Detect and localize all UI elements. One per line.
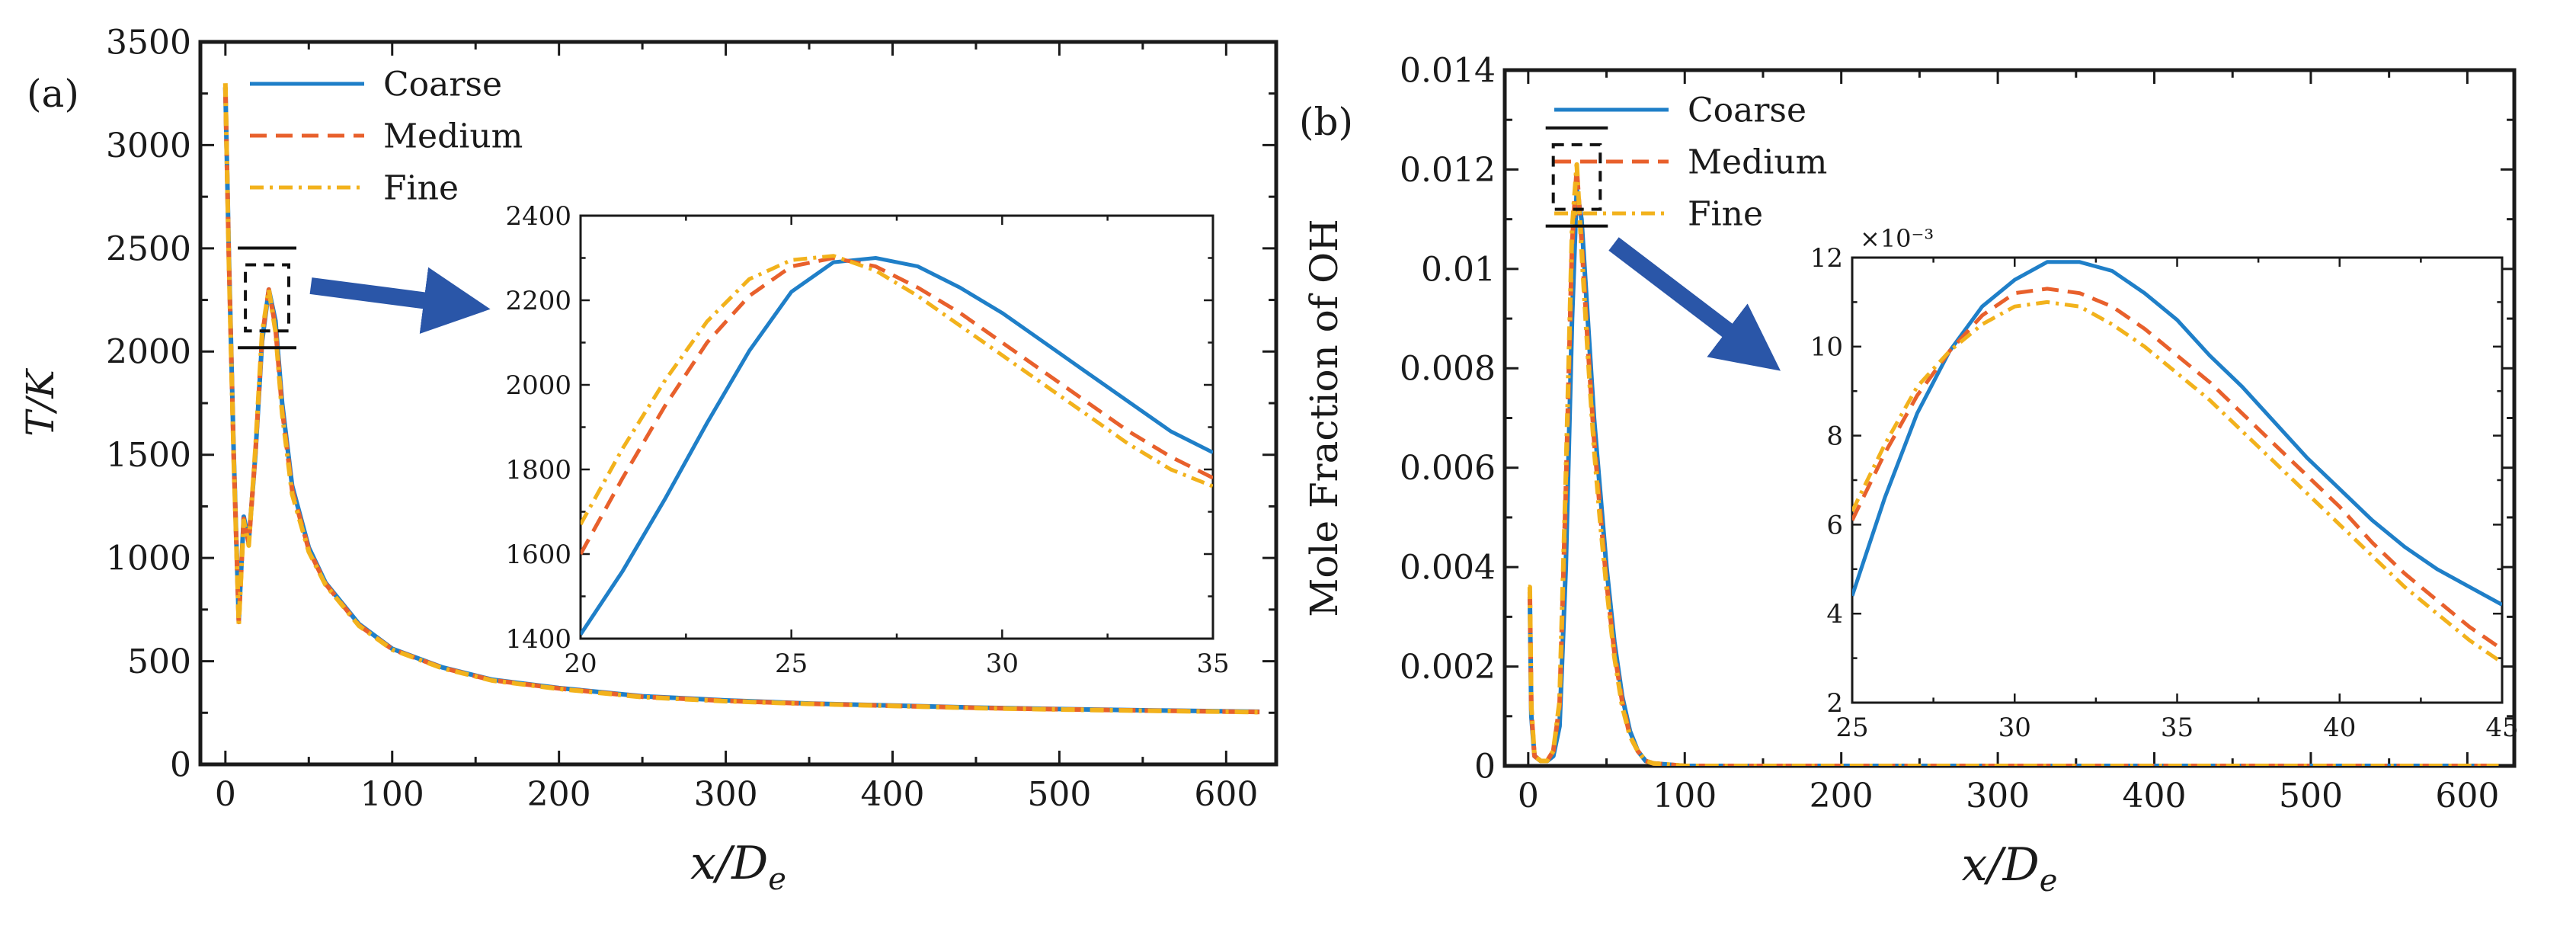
- panel-a-legend-label-coarse: Coarse: [383, 65, 502, 104]
- panel-a-x-tick-label: 400: [861, 775, 925, 814]
- panel-a-legend-label-medium: Medium: [383, 117, 523, 155]
- panel-b-y-tick-label: 0.006: [1400, 449, 1496, 488]
- panel-b-inset-series-medium: [1852, 287, 2502, 651]
- panel-a-panel-label: (a): [27, 72, 79, 116]
- panel-b-x-axis-label: x/De: [1962, 838, 2058, 899]
- panel-b-legend-label-medium: Medium: [1688, 143, 1827, 181]
- panel-b-y-tick-label: 0.014: [1400, 51, 1496, 90]
- panel-a-inset-y-tick-label: 1400: [505, 624, 571, 655]
- panel-b-y-tick-label: 0.004: [1400, 549, 1496, 588]
- panel-b-y-tick-label: 0.01: [1421, 250, 1496, 289]
- panel-b-inset-x-tick-label: 35: [2161, 713, 2194, 743]
- panel-a-inset-series-fine: [581, 254, 1213, 526]
- panel-b-x-tick-label: 100: [1653, 777, 1717, 815]
- panel-b-x-tick-label: 500: [2279, 777, 2343, 815]
- panel-b-inset-y-tick-label: 2: [1826, 688, 1843, 719]
- panel-b-inset-y-tick-label: 12: [1810, 243, 1843, 274]
- panel-a-y-tick-label: 3000: [106, 127, 191, 165]
- panel-a-y-tick-label: 2000: [106, 333, 191, 372]
- panel-a-y-tick-label: 500: [127, 642, 191, 681]
- panel-b-y-tick-label: 0.008: [1400, 350, 1496, 389]
- panel-b-inset-series-fine: [1852, 300, 2502, 665]
- panel-a-y-tick-label: 3500: [106, 23, 191, 62]
- panel-b-inset-x-tick-label: 25: [1835, 713, 1868, 743]
- panel-b-inset-y-tick-label: 6: [1826, 510, 1843, 540]
- panel-b-inset-y-tick-label: 8: [1826, 421, 1843, 452]
- panel-b-zoom-box: [1551, 143, 1602, 211]
- panel-a-x-tick-label: 600: [1194, 775, 1258, 814]
- panel-b-inset-y-tick-label: 10: [1810, 332, 1843, 363]
- panel-a-x-tick-label: 100: [360, 775, 424, 814]
- panel-a-zoom-box: [244, 263, 291, 333]
- panel-b-zoom-arrow: [1608, 237, 1781, 371]
- panel-a-inset-plot-frame: [579, 214, 1214, 640]
- panel-b-inset-x-tick-label: 45: [2485, 713, 2518, 743]
- panel-b-inset-series-coarse: [1852, 260, 2502, 607]
- panel-a-inset-y-tick-label: 2400: [505, 201, 571, 232]
- panel-a-y-tick-label: 1000: [106, 540, 191, 578]
- panel-b-inset-x-tick-label: 40: [2323, 713, 2356, 743]
- panel-b-y-tick-label: 0.012: [1400, 151, 1496, 190]
- panel-b-series-fine: [1527, 162, 2499, 766]
- panel-b-x-tick-label: 400: [2123, 777, 2187, 815]
- panel-a-x-tick-label: 0: [215, 775, 236, 814]
- panel-b-x-tick-label: 200: [1810, 777, 1874, 815]
- panel-a-series-fine: [222, 83, 1260, 715]
- panel-a-zoom-arrow: [309, 267, 491, 334]
- panel-b-inset-plot-frame: [1851, 256, 2504, 704]
- panel-a-y-tick-label: 1500: [106, 436, 191, 475]
- panel-b-y-tick-label: 0: [1474, 747, 1496, 786]
- panel-a-x-axis-label: x/De: [690, 837, 786, 897]
- panel-a-inset-y-tick-label: 2200: [505, 286, 571, 316]
- panel-a-inset-series-coarse: [581, 256, 1213, 636]
- panel-a-inset-x-tick-label: 30: [986, 649, 1019, 679]
- panel-b-panel-label: (b): [1299, 100, 1353, 144]
- panel-a-y-tick-label: 0: [170, 745, 191, 784]
- panel-a-inset-y-tick-label: 1800: [505, 455, 571, 485]
- panel-a-x-tick-label: 500: [1027, 775, 1091, 814]
- panel-a-y-tick-label: 2500: [106, 229, 191, 268]
- panel-b-y-axis-label: Mole Fraction of OH: [1302, 219, 1346, 617]
- panel-a-temperature-chart: 0 100 200 300 400 500 600 0 500 1000 1500 2000 2500 3…: [18, 23, 1278, 897]
- panel-b-legend-label-coarse: Coarse: [1688, 91, 1806, 130]
- panel-b-x-tick-label: 0: [1518, 777, 1539, 815]
- panel-b-legend-label-fine: Fine: [1688, 194, 1763, 233]
- panel-a-inset-x-tick-label: 25: [775, 649, 808, 679]
- panel-b-y-tick-label: 0.002: [1400, 648, 1496, 687]
- panel-b-x-tick-label: 300: [1966, 777, 2030, 815]
- panel-b-x-tick-label: 600: [2435, 777, 2499, 815]
- panel-a-inset-series-medium: [581, 256, 1213, 556]
- panel-a-inset-y-tick-label: 2000: [505, 370, 571, 401]
- panel-a-inset-x-tick-label: 35: [1196, 649, 1229, 679]
- panel-b-oh-mole-fraction-chart: 0 100 200 300 400 500 600 0 0.002 0.004 0.006 0.008…: [1299, 51, 2519, 899]
- panel-a-x-tick-label: 300: [694, 775, 758, 814]
- panel-a-legend-label-fine: Fine: [383, 168, 459, 207]
- panel-b-inset-x-tick-label: 30: [1998, 713, 2031, 743]
- panel-b-inset-y-tick-label: 4: [1826, 599, 1843, 629]
- panel-a-inset-y-tick-label: 1600: [505, 540, 571, 570]
- panel-b-inset-exponent-label: ×10⁻³: [1860, 224, 1934, 253]
- panel-a-y-axis-label: T/K: [18, 368, 62, 437]
- panel-a-x-tick-label: 200: [527, 775, 591, 814]
- panel-a-inset-x-tick-label: 20: [564, 649, 597, 679]
